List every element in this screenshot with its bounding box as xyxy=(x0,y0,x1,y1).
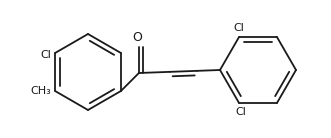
Text: Cl: Cl xyxy=(234,23,244,33)
Text: Cl: Cl xyxy=(236,107,247,117)
Text: O: O xyxy=(132,31,142,44)
Text: Cl: Cl xyxy=(40,50,51,60)
Text: CH₃: CH₃ xyxy=(30,86,51,96)
